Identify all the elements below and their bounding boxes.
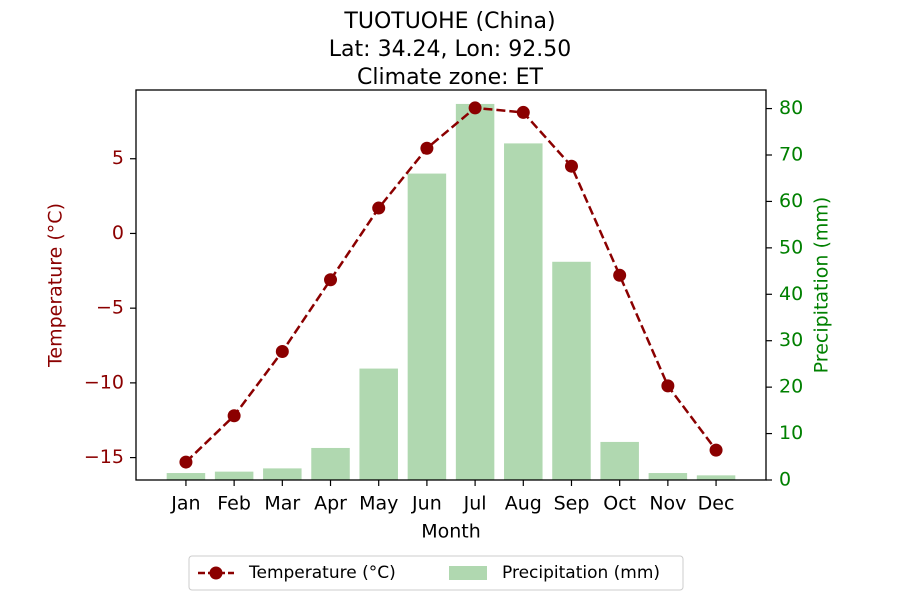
precipitation-bar bbox=[311, 447, 350, 480]
x-tick-label: Nov bbox=[649, 493, 686, 515]
x-tick-label: Jul bbox=[463, 493, 487, 515]
x-axis-label: Month bbox=[421, 521, 481, 543]
legend-precipitation-label: Precipitation (mm) bbox=[502, 563, 660, 583]
precipitation-bar bbox=[263, 468, 302, 480]
legend-temperature-label: Temperature (°C) bbox=[248, 563, 396, 583]
x-tick-label: Oct bbox=[603, 493, 636, 515]
y-right-tick-label: 20 bbox=[779, 376, 803, 398]
y-right-tick-label: 30 bbox=[779, 329, 803, 351]
x-tick-label: Dec bbox=[698, 493, 735, 515]
y-left-axis-label: Temperature (°C) bbox=[45, 203, 67, 368]
x-tick-label: Feb bbox=[217, 493, 251, 515]
y-left-tick-label: 0 bbox=[112, 222, 124, 244]
legend-temperature-marker bbox=[209, 566, 223, 580]
temperature-point bbox=[179, 455, 193, 469]
x-tick-label: Sep bbox=[554, 493, 590, 515]
y-left-tick-label: −10 bbox=[84, 371, 124, 393]
chart-title: TUOTUOHE (China) Lat: 34.24, Lon: 92.50 Cl… bbox=[329, 9, 571, 90]
legend: Temperature (°C) Precipitation (mm) bbox=[188, 555, 684, 591]
temperature-point bbox=[372, 201, 386, 215]
precipitation-bars bbox=[166, 103, 736, 481]
y-right-tick-label: 40 bbox=[779, 283, 803, 305]
title-line: TUOTUOHE (China) bbox=[343, 9, 555, 34]
legend-box bbox=[188, 555, 684, 591]
x-tick-label: Jan bbox=[170, 493, 200, 515]
precipitation-bar bbox=[696, 475, 736, 480]
plot-frame bbox=[135, 89, 767, 481]
temperature-line bbox=[179, 101, 723, 469]
precipitation-bar bbox=[552, 261, 591, 480]
precipitation-bar bbox=[600, 441, 639, 480]
x-tick-label: May bbox=[359, 493, 398, 515]
temperature-point bbox=[227, 409, 241, 423]
y-right-tick-label: 10 bbox=[779, 422, 803, 444]
temperature-point bbox=[564, 159, 578, 173]
precipitation-bar bbox=[504, 143, 543, 480]
precipitation-bar bbox=[407, 173, 447, 481]
y-left-tick-label: 5 bbox=[112, 147, 124, 169]
temperature-point bbox=[275, 344, 289, 358]
temperature-point bbox=[661, 379, 675, 393]
x-tick-label: Mar bbox=[264, 493, 300, 515]
temperature-point bbox=[709, 443, 723, 457]
x-tick-label: Aug bbox=[505, 493, 542, 515]
precipitation-bar bbox=[214, 471, 254, 480]
temperature-point bbox=[516, 105, 530, 119]
temperature-point bbox=[324, 273, 338, 287]
legend-precipitation-swatch bbox=[449, 566, 487, 580]
axes: Jan Feb Mar Apr May Jun Jul Aug Sep Oct Nov Dec Mont… bbox=[45, 89, 833, 543]
title-line: Climate zone: ET bbox=[357, 65, 543, 90]
temperature-point bbox=[468, 101, 482, 115]
x-tick-label: Apr bbox=[314, 493, 347, 515]
precipitation-bar bbox=[166, 473, 206, 480]
y-right-tick-label: 0 bbox=[779, 469, 791, 491]
y-right-axis-label: Precipitation (mm) bbox=[811, 197, 833, 374]
y-right-tick-label: 80 bbox=[779, 97, 803, 119]
y-right-tick-label: 70 bbox=[779, 144, 803, 166]
y-right-tick-label: 50 bbox=[779, 236, 803, 258]
temperature-point bbox=[613, 268, 627, 282]
precipitation-bar bbox=[359, 368, 398, 480]
precipitation-bar bbox=[455, 103, 495, 480]
y-left-tick-label: −15 bbox=[84, 446, 124, 468]
title-line: Lat: 34.24, Lon: 92.50 bbox=[329, 37, 571, 62]
precipitation-bar bbox=[648, 473, 688, 480]
temperature-point bbox=[420, 141, 434, 155]
temperature-series-line bbox=[185, 106, 718, 463]
y-right-tick-label: 60 bbox=[779, 190, 803, 212]
x-tick-label: Jun bbox=[411, 493, 442, 515]
y-left-tick-label: −5 bbox=[96, 297, 124, 319]
